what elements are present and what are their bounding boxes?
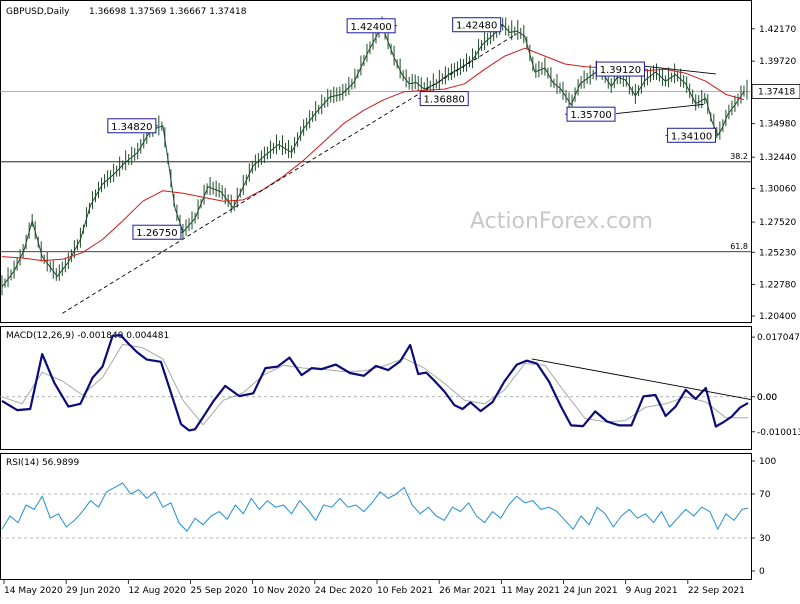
- price-callout-label: 1.42400: [350, 22, 391, 33]
- price-callout-box: [419, 91, 469, 107]
- price-callout-box: [346, 18, 396, 34]
- price-ohlc-readout: 1.36698 1.37569 1.36667 1.37418: [89, 7, 247, 17]
- price-callout-label: 1.39120: [600, 65, 641, 76]
- x-axis-tick-label: 10 Feb 2021: [377, 586, 433, 596]
- price-callout-box: [595, 61, 645, 77]
- macd-y-tick-label: -0.010013: [757, 428, 800, 438]
- price-y-tick-label: 1.30060: [759, 185, 796, 195]
- macd-zero-label: 0.00: [757, 393, 777, 403]
- rsi-y-tick-label: 100: [759, 457, 776, 467]
- price-y-tick-label: 1.32440: [759, 153, 796, 163]
- x-axis-tick-label: 10 Nov 2020: [253, 586, 311, 596]
- rsi-y-tick-label: 30: [759, 534, 771, 544]
- price-callout-box: [107, 118, 157, 134]
- macd-line: [1, 334, 749, 432]
- rsi-panel-frame: [0, 453, 752, 580]
- rsi-panel-title: RSI(14) 56.9899: [6, 458, 79, 468]
- price-line: [1, 24, 745, 288]
- price-callout-label: 1.35700: [570, 110, 611, 121]
- x-axis-tick-label: 11 May 2021: [501, 586, 560, 596]
- price-y-tick-label: 1.27520: [759, 218, 796, 228]
- price-callout-label: 1.26750: [136, 228, 177, 239]
- price-y-tick-label: 1.42170: [759, 25, 796, 35]
- price-y-tick-label: 1.22780: [759, 281, 796, 291]
- x-axis-tick-label: 9 Aug 2021: [626, 586, 678, 596]
- price-panel-title: GBPUSD,Daily: [6, 7, 70, 17]
- x-axis-tick-label: 12 Aug 2020: [128, 586, 186, 596]
- x-axis-tick-label: 14 May 2020: [4, 586, 63, 596]
- macd-y-tick-label: 0.00: [757, 393, 777, 403]
- rsi-y-tick-label: 70: [759, 490, 771, 500]
- x-axis-tick-label: 22 Sep 2021: [688, 586, 745, 596]
- price-callout-box: [132, 224, 182, 240]
- fib-level-label: 38.2: [730, 152, 748, 161]
- price-callout-label: 1.36880: [424, 95, 465, 106]
- price-y-tick-label: 1.34980: [759, 120, 796, 130]
- price-callout-box: [566, 106, 616, 122]
- price-y-tick-label: 1.20400: [759, 312, 796, 322]
- watermark: ActionForex.com: [470, 209, 653, 234]
- macd-panel-frame: [0, 326, 752, 450]
- price-callout-box: [452, 17, 502, 33]
- rsi-y-tick-label: 0: [759, 567, 765, 577]
- current-price-box: [751, 84, 800, 99]
- trend-line: [616, 103, 704, 114]
- macd-panel-title: MACD(12,26,9) -0.001840 0.004481: [6, 331, 169, 341]
- x-axis-tick-label: 26 Mar 2021: [439, 586, 496, 596]
- price-callout-label: 1.34820: [111, 122, 152, 133]
- fib-level-label: 61.8: [730, 242, 748, 251]
- price-y-tick-label: 1.39720: [759, 57, 796, 67]
- price-callout-box: [667, 127, 717, 143]
- current-price-label: 1.37418: [758, 88, 795, 98]
- price-y-tick-label: 1.25230: [759, 248, 796, 258]
- macd-trend-line: [531, 358, 752, 400]
- x-axis-tick-label: 25 Sep 2020: [191, 586, 248, 596]
- x-axis-tick-label: 29 Jun 2020: [66, 586, 120, 596]
- price-callout-label: 1.42480: [456, 21, 497, 32]
- macd-y-tick-label: 0.017047: [757, 333, 800, 343]
- x-axis-tick-label: 24 Dec 2020: [315, 586, 373, 596]
- x-axis-tick-label: 24 Jun 2021: [564, 586, 618, 596]
- dashed-trend-line: [62, 33, 517, 314]
- rsi-line: [1, 482, 749, 532]
- price-callout-label: 1.34100: [671, 131, 712, 142]
- chart-marks: 38.2 61.8 1.42400 1.42480 1.39120 1.36880 1.35…: [0, 16, 800, 596]
